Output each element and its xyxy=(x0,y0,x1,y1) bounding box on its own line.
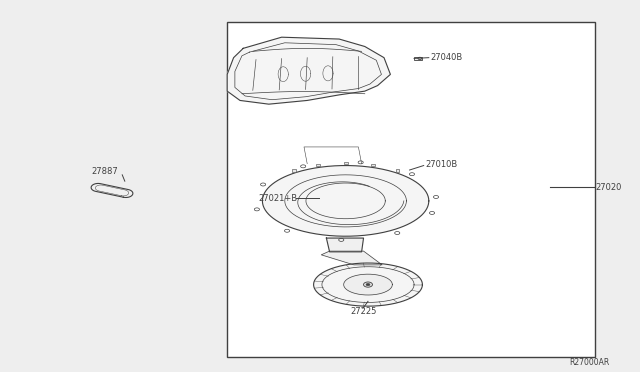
Polygon shape xyxy=(321,251,382,265)
Text: 27010B: 27010B xyxy=(425,160,457,169)
Text: R27000AR: R27000AR xyxy=(570,358,610,367)
Polygon shape xyxy=(227,37,390,104)
Polygon shape xyxy=(262,166,429,236)
Polygon shape xyxy=(91,183,133,198)
Bar xyxy=(227,22,595,357)
Circle shape xyxy=(364,282,372,287)
Bar xyxy=(316,164,320,166)
Text: 27020: 27020 xyxy=(595,183,621,192)
Text: 27021+B: 27021+B xyxy=(259,194,298,203)
Polygon shape xyxy=(314,263,422,306)
Bar xyxy=(344,162,348,164)
Bar xyxy=(414,57,422,60)
Text: 27887: 27887 xyxy=(92,167,118,176)
Circle shape xyxy=(366,283,370,286)
Polygon shape xyxy=(326,238,364,252)
Bar xyxy=(396,169,399,171)
Polygon shape xyxy=(344,274,392,295)
Bar xyxy=(292,169,296,171)
Bar xyxy=(371,164,375,166)
Text: 27225: 27225 xyxy=(350,307,376,316)
Text: 27040B: 27040B xyxy=(430,53,462,62)
